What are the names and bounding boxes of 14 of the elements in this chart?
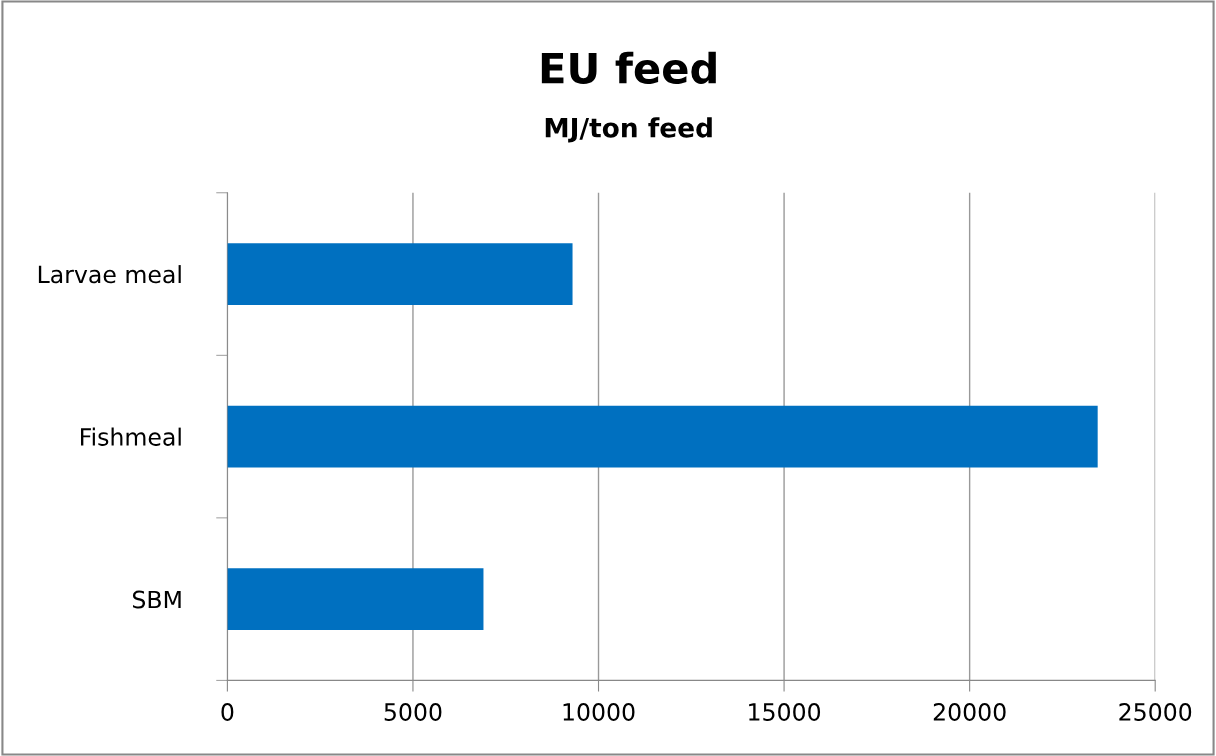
bar — [227, 568, 484, 631]
x-tick-label: 5000 — [384, 703, 442, 721]
chart-subtitle: MJ/ton feed — [545, 117, 712, 143]
x-tick-label: 25000 — [1119, 703, 1192, 721]
x-tick-label: 0 — [221, 703, 234, 721]
x-tick-label: 20000 — [933, 703, 1006, 721]
y-tick-label: Larvae meal — [38, 265, 181, 284]
y-tick-label: SBM — [132, 590, 181, 609]
bar — [227, 243, 573, 305]
x-tick-label: 15000 — [749, 703, 821, 721]
x-tick-label: 10000 — [563, 703, 635, 721]
bar — [227, 405, 1098, 468]
chart-title: EU feed — [541, 51, 716, 84]
y-tick-label: Fishmeal — [81, 427, 181, 446]
